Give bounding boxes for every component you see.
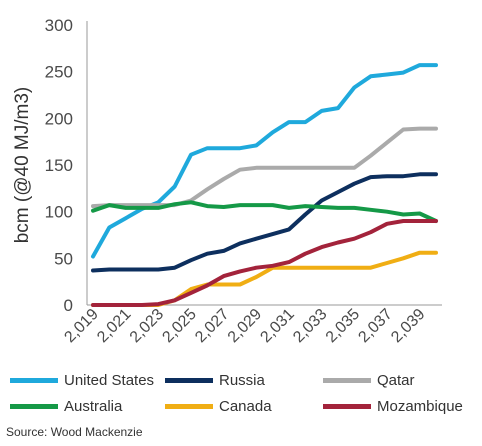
y-tick-label: 0 <box>64 296 73 315</box>
legend-item: Mozambique <box>323 396 463 416</box>
y-tick-label: 200 <box>45 109 73 128</box>
legend-item: Canada <box>165 396 272 416</box>
x-axis-tick-labels: 2,0192,0212,0232,0252,0272,0292,0312,033… <box>61 306 428 346</box>
legend-label: Canada <box>219 397 272 415</box>
x-tick-label: 2,027 <box>192 306 232 346</box>
legend-item: Qatar <box>323 370 415 390</box>
x-tick-label: 2,023 <box>127 306 167 346</box>
legend-label: Australia <box>64 397 123 415</box>
y-axis-tick-labels: 0 50 100 150 200 250 300 <box>45 16 73 315</box>
y-tick-label: 50 <box>54 249 73 268</box>
x-tick-label: 2,025 <box>159 306 199 346</box>
legend-item: Australia <box>10 396 122 416</box>
legend-label: United States <box>64 371 155 389</box>
x-tick-label: 2,037 <box>355 306 395 346</box>
series-line-qatar <box>91 126 438 209</box>
x-tick-label: 2,021 <box>94 306 134 346</box>
y-tick-label: 100 <box>45 203 73 222</box>
series-line-australia <box>91 200 438 223</box>
x-tick-label: 2,033 <box>290 306 330 346</box>
x-tick-label: 2,035 <box>323 306 363 346</box>
y-tick-label: 250 <box>45 63 73 82</box>
y-tick-label: 300 <box>45 16 73 35</box>
x-tick-label: 2,031 <box>257 306 297 346</box>
legend-swatch <box>10 377 58 383</box>
legend-label: Qatar <box>377 371 415 389</box>
x-tick-label: 2,029 <box>225 306 265 346</box>
series-line-united-states <box>91 63 438 259</box>
legend-label: Russia <box>219 371 265 389</box>
series-lines <box>91 63 438 307</box>
legend-label: Mozambique <box>377 397 463 415</box>
source-note: Source: Wood Mackenzie <box>6 425 143 439</box>
legend-swatch <box>323 403 371 409</box>
legend-swatch <box>323 377 371 383</box>
y-tick-label: 150 <box>45 156 73 175</box>
series-line-canada <box>91 250 438 307</box>
legend-swatch <box>10 403 58 409</box>
y-axis-label: bcm (@40 MJ/m3) <box>12 87 33 244</box>
series-line-mozambique <box>91 219 438 307</box>
line-chart: 0 50 100 150 200 250 300 2,0192,0212,0232,0252… <box>12 16 442 346</box>
legend-swatch <box>165 377 213 383</box>
x-tick-label: 2,039 <box>388 306 428 346</box>
legend-item: Russia <box>165 370 265 390</box>
series-line-russia <box>91 172 438 273</box>
legend-item: United States <box>10 370 154 390</box>
legend-swatch <box>165 403 213 409</box>
